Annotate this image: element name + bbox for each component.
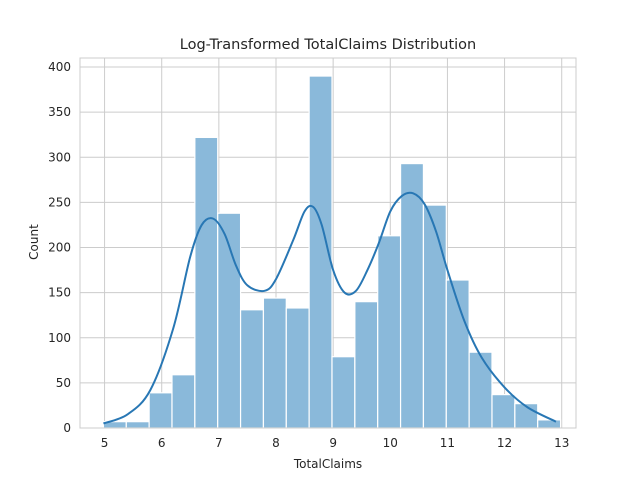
- histogram-bars: [102, 75, 562, 429]
- x-tick-label-8: 8: [272, 436, 280, 450]
- histogram-bar-8: [285, 307, 310, 429]
- x-tick-label-9: 9: [329, 436, 337, 450]
- y-tick-label-50: 50: [56, 376, 71, 390]
- y-tick-label-100: 100: [48, 331, 71, 345]
- histogram-bar-2: [148, 392, 173, 429]
- y-tick-label-350: 350: [48, 105, 71, 119]
- x-tick-label-5: 5: [101, 436, 109, 450]
- y-tick-label-250: 250: [48, 195, 71, 209]
- y-tick-label-200: 200: [48, 241, 71, 255]
- histogram-bar-13: [399, 162, 425, 429]
- y-axis-label: Count: [27, 224, 41, 260]
- histogram-bar-19: [537, 419, 562, 429]
- histogram-bar-7: [262, 297, 287, 429]
- x-tick-label-13: 13: [554, 436, 569, 450]
- x-axis-label: TotalClaims: [293, 457, 362, 471]
- x-tick-label-12: 12: [497, 436, 512, 450]
- plot-border: [79, 57, 577, 429]
- x-tick-label-10: 10: [383, 436, 398, 450]
- tick-labels: 5 6 7 8 9 10 11 12 13 0 50 100 150 200 250 300 350 400: [48, 60, 569, 450]
- chart-title: Log-Transformed TotalClaims Distribution: [180, 37, 476, 53]
- plot-frame: [79, 57, 577, 429]
- histogram-bar-4: [194, 136, 219, 429]
- histogram-bar-16: [468, 351, 493, 429]
- histogram-bar-10: [331, 356, 356, 429]
- y-tick-label-0: 0: [63, 421, 71, 435]
- histogram-bar-12: [377, 235, 402, 429]
- histogram-bar-11: [354, 301, 379, 429]
- y-tick-label-300: 300: [48, 150, 71, 164]
- x-tick-label-6: 6: [158, 436, 166, 450]
- x-tick-label-7: 7: [215, 436, 223, 450]
- histogram-bar-6: [239, 309, 265, 429]
- y-tick-label-150: 150: [48, 286, 71, 300]
- x-tick-label-11: 11: [440, 436, 455, 450]
- histogram-bar-17: [491, 394, 516, 429]
- histogram-bar-1: [125, 421, 150, 429]
- kde-line: [103, 191, 557, 425]
- histogram-bar-3: [171, 374, 196, 429]
- kde-layer: [103, 191, 557, 425]
- y-tick-label-400: 400: [48, 60, 71, 74]
- histogram-bar-14: [422, 204, 447, 429]
